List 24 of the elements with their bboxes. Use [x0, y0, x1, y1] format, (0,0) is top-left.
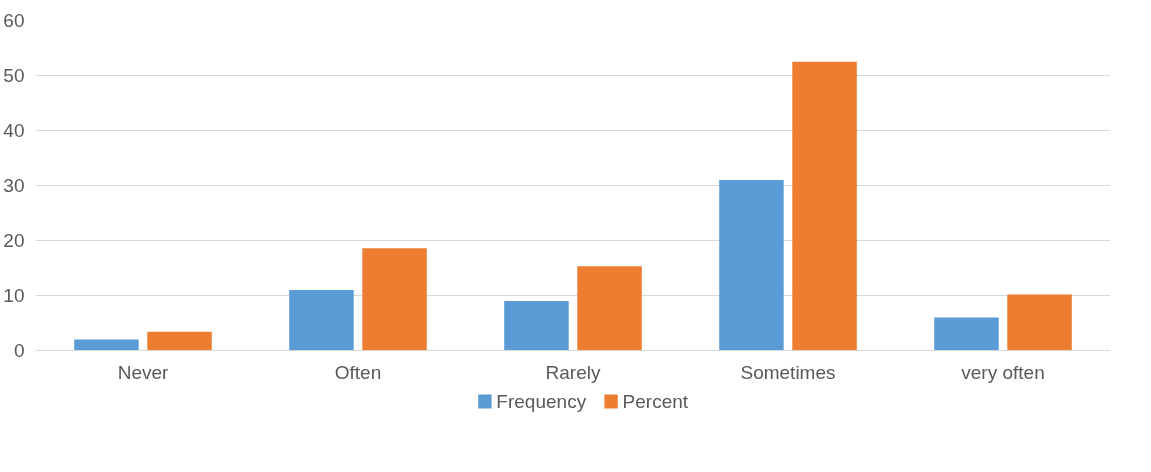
bar — [792, 61, 857, 351]
x-tick-label: Rarely — [545, 361, 601, 383]
bar — [147, 331, 212, 351]
bar — [504, 301, 569, 351]
x-tick-label: very often — [961, 361, 1045, 383]
y-tick-label: 40 — [3, 120, 25, 141]
bar — [289, 290, 354, 351]
bar — [74, 339, 139, 351]
y-tick-label: 50 — [3, 65, 25, 86]
bar — [577, 266, 642, 351]
x-tick-label: Sometimes — [740, 361, 836, 383]
y-tick-label: 20 — [3, 230, 25, 251]
x-tick-label: Never — [117, 361, 170, 383]
y-tick-label: 10 — [3, 285, 25, 306]
x-tick-label: Often — [334, 361, 382, 383]
legend-label: Frequency — [496, 391, 587, 412]
y-tick-label: 60 — [3, 10, 25, 31]
bar — [719, 180, 784, 351]
y-tick-label: 0 — [13, 340, 25, 361]
bar — [934, 317, 999, 351]
legend-label: Percent — [622, 391, 689, 412]
bar — [362, 248, 427, 351]
y-tick-label: 30 — [3, 175, 25, 196]
bar — [1007, 294, 1072, 351]
